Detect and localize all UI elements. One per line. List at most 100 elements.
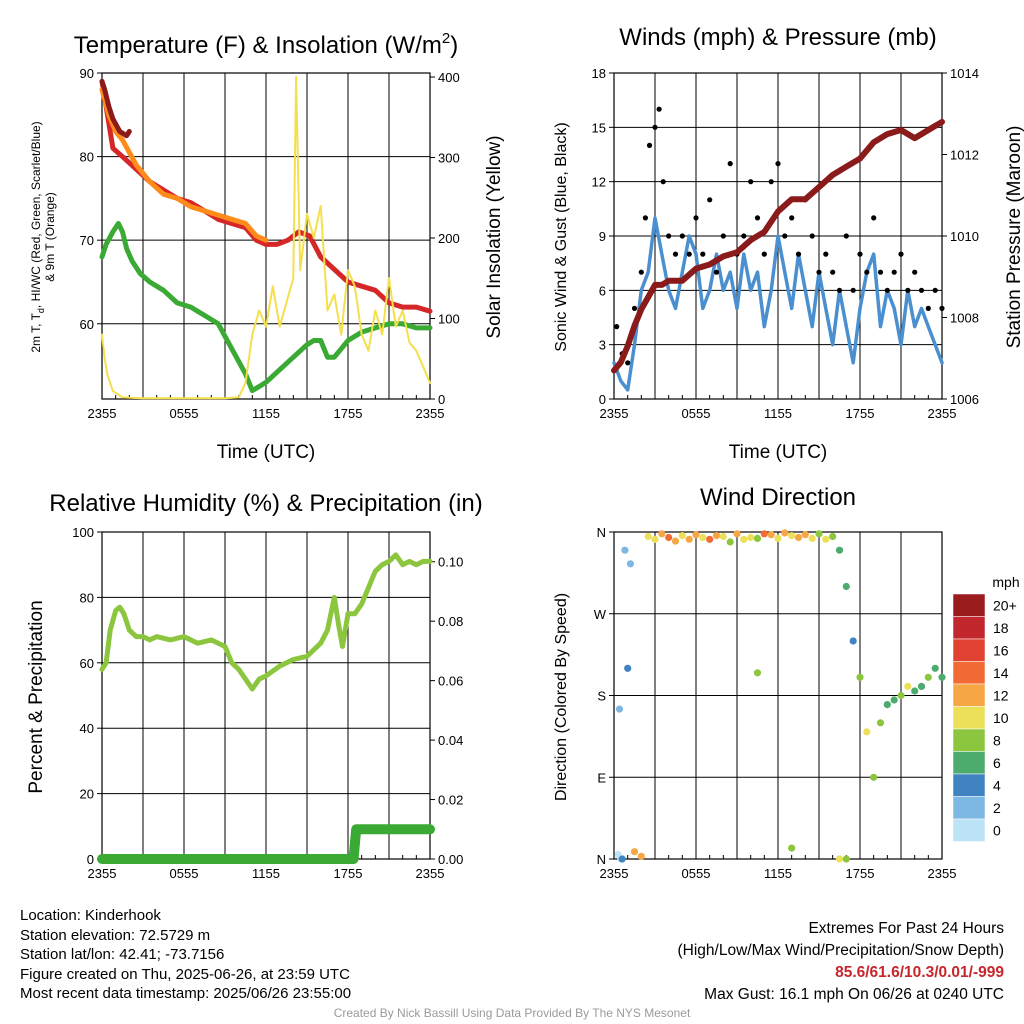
humidity-line [99,552,433,692]
legend-swatch [952,638,986,662]
gust-point [884,287,890,293]
x-tick-label: 2355 [416,406,445,421]
x-tick-label: 2355 [416,866,445,881]
direction-point [665,533,673,542]
temperature-series-line [99,221,433,394]
gust-point [782,233,788,239]
x-tick-label: 2355 [600,406,629,421]
gust-point [693,215,699,221]
direction-point [856,673,864,681]
gust-point [666,233,672,239]
gust-point [823,251,829,257]
gust-point [843,233,849,239]
y2-tick-label: 0.06 [438,674,463,689]
gust-point [660,179,666,185]
direction-point [740,535,748,543]
legend-label: 16 [993,642,1009,658]
direction-point [621,546,629,554]
legend-label: 12 [993,687,1009,703]
gust-point [638,269,644,275]
gust-point [809,233,815,239]
plot-frame [613,72,943,400]
gust-point [727,161,733,167]
x-tick-label: 2355 [88,866,117,881]
y2-tick-label: 400 [438,70,460,85]
x-tick-label: 0555 [170,406,199,421]
direction-point [692,531,700,539]
direction-point [904,682,912,691]
gust-point [795,251,802,257]
pressure-line [611,118,945,374]
gust-point [857,251,863,257]
direction-point [671,537,680,545]
direction-point [630,848,639,856]
legend-label: 8 [993,732,1001,748]
x-tick-label: 1755 [846,866,875,881]
x-tick-label: 0555 [682,406,711,421]
gust-point [816,269,822,275]
info-created: Figure created on Thu, 2025-06-26, at 23… [20,965,350,983]
info-elevation: Station elevation: 72.5729 m [20,926,211,944]
x-tick-label: 1155 [764,866,792,881]
x-tick-label: 2355 [928,406,957,421]
direction-point [760,530,768,538]
x-tick-label: 1755 [334,866,363,881]
extremes-title: Extremes For Past 24 Hours [808,920,1004,937]
direction-point [829,532,837,541]
y2-tick-label: 1006 [950,392,979,407]
gust-point [918,287,925,293]
direction-point [767,531,775,539]
extremes-gust: Max Gust: 16.1 mph On 06/26 at 0240 UTC [704,986,1004,1003]
direction-point [624,664,632,672]
gust-point [830,269,836,275]
legend-swatch [952,773,986,797]
direction-point [747,533,755,542]
direction-point [801,531,809,539]
info-latlon: Station lat/lon: 42.41; -73.7156 [20,946,225,963]
y2-tick-label: 1008 [950,311,979,326]
direction-point [678,532,686,540]
direction-point [931,664,939,672]
direction-point [781,529,789,537]
info-recent: Most recent data timestamp: 2025/06/26 2… [20,985,352,1002]
gust-point [912,269,918,275]
direction-point [815,530,823,538]
gust-point [939,305,945,311]
gust-point [768,179,774,185]
x-tick-label: 1155 [252,866,280,881]
y2-tick-label: 1014 [950,66,979,81]
gust-point [713,269,720,275]
gust-point [614,324,620,330]
direction-point [876,719,885,727]
x-tick-label: 1755 [334,406,363,421]
gust-point [642,215,649,221]
extremes-box: Extremes For Past 24 Hours (High/Low/Max… [678,918,1005,1006]
y-tick-label: 20 [80,787,94,802]
humidity-ylabel-left: Percent & Precipitation [26,600,47,793]
legend-swatch [952,818,986,842]
direction-point [726,538,734,546]
gust-point [932,287,938,293]
direction-point [626,560,635,568]
gust-point [646,142,653,148]
direction-point [863,728,871,736]
direction-point [917,682,926,691]
temperature-xlabel: Time (UTC) [217,442,316,463]
direction-point [924,673,932,681]
gust-point [871,215,877,221]
y-tick-label: 12 [592,175,606,190]
y2-tick-label: 1012 [950,148,979,163]
direction-point [788,532,796,540]
humidity-title: Relative Humidity (%) & Precipitation (i… [49,490,482,517]
y-tick-label: E [597,770,606,785]
direction-point [719,532,727,541]
winds-ylabel-left: Sonic Wind & Gust (Blue, Black) [553,122,570,351]
humidity-plot: 0 20 40 60 80 100 0.00 0.02 0.04 0.06 0.08 0.10 2355… [72,525,463,881]
x-tick-label: 1155 [252,406,280,421]
extremes-subtitle: (High/Low/Max Wind/Precipitation/Snow De… [677,942,1005,959]
x-tick-label: 0555 [170,866,199,881]
y-tick-label: 70 [80,233,94,248]
winds-title: Winds (mph) & Pressure (mb) [619,24,936,51]
